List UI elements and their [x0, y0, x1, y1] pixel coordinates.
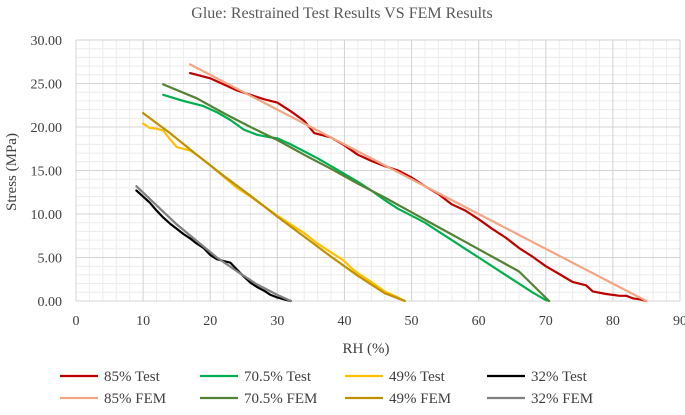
legend-label-1: 70.5% Test [244, 369, 312, 385]
y-tick-label: 20.00 [31, 121, 63, 136]
legend: 85% Test 70.5% Test 49% Test 32% Test 85% FE… [60, 369, 593, 407]
y-tick-label: 15.00 [31, 165, 63, 180]
y-tick-label: 5.00 [38, 252, 63, 267]
x-tick-label: 50 [405, 314, 419, 329]
y-tick-label: 10.00 [31, 208, 63, 223]
series-lines [135, 63, 648, 303]
major-grid [75, 39, 681, 302]
series-line-1 [162, 93, 551, 303]
x-tick-labels: 0 10 20 30 40 50 60 70 80 90 [73, 314, 685, 329]
series-line-5 [162, 83, 551, 303]
legend-label-5: 70.5% FEM [244, 391, 317, 407]
legend-label-2: 49% Test [389, 369, 446, 385]
x-tick-label: 80 [606, 314, 620, 329]
legend-label-4: 85% FEM [104, 391, 166, 407]
y-tick-label: 0.00 [38, 295, 63, 310]
x-tick-label: 30 [270, 314, 284, 329]
y-tick-label: 25.00 [31, 78, 63, 93]
y-tick-label: 30.00 [31, 34, 63, 49]
legend-label-3: 32% Test [531, 369, 588, 385]
x-tick-label: 40 [337, 314, 351, 329]
series-line-2 [142, 122, 406, 303]
legend-label-7: 32% FEM [531, 391, 593, 407]
x-tick-label: 90 [673, 314, 685, 329]
x-tick-label: 0 [73, 314, 80, 329]
x-tick-label: 70 [539, 314, 553, 329]
x-tick-label: 60 [472, 314, 486, 329]
legend-label-6: 49% FEM [389, 391, 451, 407]
x-tick-label: 20 [203, 314, 217, 329]
series-line-7 [135, 185, 292, 303]
series-line-4 [189, 63, 648, 303]
series-line-0 [189, 71, 648, 303]
y-axis-label: Stress (MPa) [4, 133, 20, 211]
x-tick-label: 10 [136, 314, 150, 329]
y-tick-labels: 0.00 5.00 10.00 15.00 20.00 25.00 30.00 [31, 34, 63, 310]
x-axis-label: RH (%) [342, 341, 389, 357]
legend-label-0: 85% Test [104, 369, 161, 385]
series-line-6 [142, 111, 406, 303]
chart-title: Glue: Restrained Test Results VS FEM Res… [191, 5, 492, 22]
series-line-3 [135, 189, 292, 303]
